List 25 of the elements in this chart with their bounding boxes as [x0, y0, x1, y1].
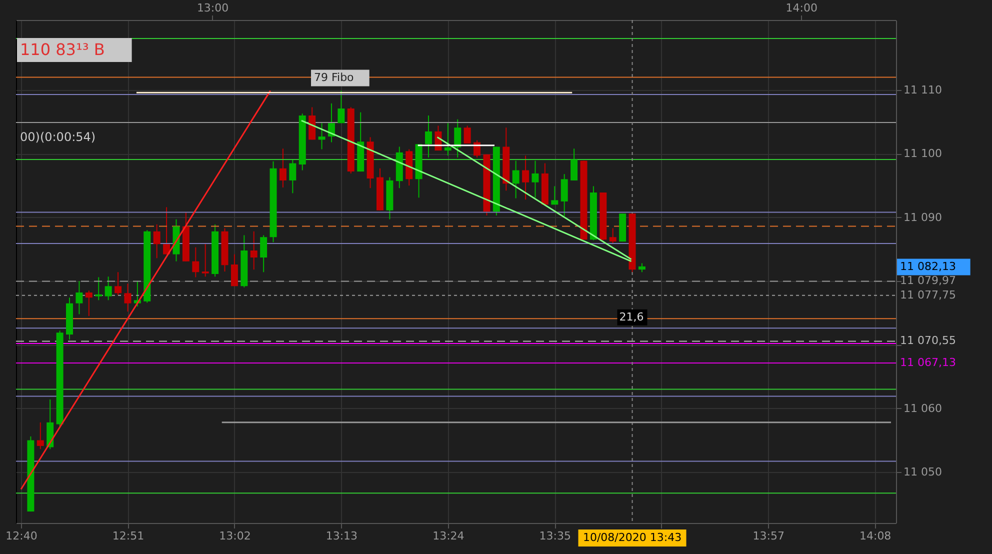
- x2-tick-label: 13:00: [196, 2, 229, 14]
- x2-tick-label: 14:00: [786, 2, 818, 14]
- y-tick-label: 11 050: [904, 466, 942, 479]
- y-tick-label: 11 090: [904, 210, 942, 224]
- annotation: 21,6: [619, 310, 644, 324]
- annotation: 79 Fibo: [314, 71, 354, 84]
- ref-line-label: 11 067,13: [900, 356, 956, 369]
- ref-line-label: 11 070,55: [900, 334, 956, 348]
- x-tick-label: 13:35: [539, 530, 571, 542]
- x-tick-label: 13:57: [752, 530, 784, 542]
- x-tick-label: 12:51: [112, 530, 144, 542]
- x-tick-label: 13:02: [219, 530, 251, 542]
- x-tick-label: 12:40: [6, 530, 38, 542]
- ref-line-label: 10/08/2020 13:43: [582, 531, 682, 544]
- text: 11 082,13: [900, 260, 956, 273]
- x-tick-label: 13:13: [326, 530, 358, 542]
- x-tick-label: 13:24: [432, 530, 464, 542]
- x-tick-label: 14:08: [859, 530, 892, 542]
- ref-line-label: 11 077,75: [900, 288, 956, 302]
- ref-line-label: 11 079,97: [900, 274, 956, 288]
- annotation: 110 83¹³ B: [20, 40, 105, 59]
- y-tick-label: 11 100: [904, 147, 942, 160]
- y-tick-label: 11 060: [904, 402, 942, 415]
- y-tick-label: 11 110: [904, 84, 942, 97]
- annotation: 00)(0:00:54): [20, 130, 96, 144]
